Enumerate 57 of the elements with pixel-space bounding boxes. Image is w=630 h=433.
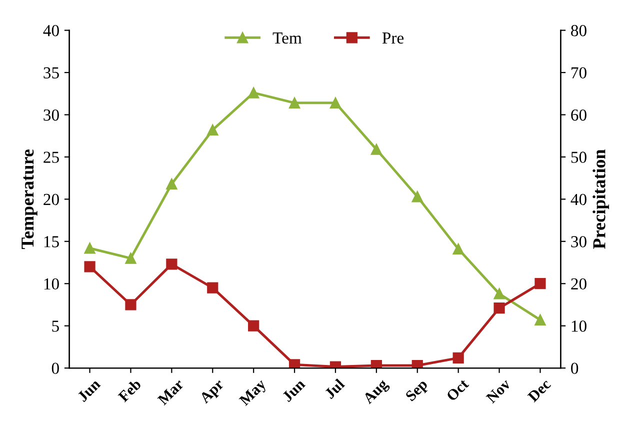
point bbox=[166, 258, 178, 270]
point bbox=[166, 178, 178, 190]
point bbox=[452, 352, 464, 364]
point bbox=[125, 252, 136, 264]
y-tick-label: 30 bbox=[44, 109, 59, 121]
point bbox=[248, 320, 260, 332]
point bbox=[288, 97, 300, 108]
y-tick-label: 5 bbox=[52, 320, 59, 332]
y2-tick-label: 0 bbox=[571, 362, 578, 374]
point bbox=[534, 314, 546, 326]
x-tick-label: Dec bbox=[527, 378, 552, 403]
point bbox=[125, 299, 136, 310]
point bbox=[494, 288, 505, 300]
x-tick-label: Jun bbox=[282, 378, 306, 402]
y2-tick-label: 70 bbox=[572, 67, 586, 78]
point bbox=[534, 278, 546, 290]
x-tick-label: Jul bbox=[324, 378, 346, 400]
x-tick-label: Oct bbox=[446, 378, 470, 402]
y-tick-label: 35 bbox=[44, 67, 59, 78]
point bbox=[84, 261, 96, 272]
point bbox=[288, 359, 300, 368]
y2-axis-title: Precipitation bbox=[592, 149, 610, 249]
point bbox=[494, 302, 505, 314]
y2-tick-label: 30 bbox=[571, 236, 586, 248]
x-tick-label: Jun bbox=[77, 378, 102, 402]
y-axis-title: Temperature bbox=[22, 149, 38, 250]
y-tick-label: 25 bbox=[44, 152, 59, 163]
y-tick-label: 15 bbox=[44, 236, 59, 248]
y2-tick-label: 20 bbox=[571, 278, 586, 290]
x-tick-label: Sep bbox=[404, 378, 430, 404]
y-tick-label: 10 bbox=[44, 278, 59, 290]
point bbox=[330, 97, 342, 108]
x-tick-label: Nov bbox=[486, 378, 512, 404]
point bbox=[84, 242, 96, 254]
point bbox=[412, 360, 423, 368]
x-tick-label: Feb bbox=[117, 378, 142, 403]
y-tick-label: 20 bbox=[44, 194, 59, 206]
x-tick-label: Apr bbox=[198, 378, 227, 406]
point bbox=[412, 191, 423, 202]
y2-tick-label: 60 bbox=[571, 109, 586, 121]
y2-tick-label: 50 bbox=[571, 152, 586, 163]
y2-tick-label: 10 bbox=[572, 320, 586, 332]
point bbox=[452, 243, 464, 255]
y-tick-label: 40 bbox=[43, 25, 59, 36]
x-tick-label: Mar bbox=[157, 378, 184, 406]
point bbox=[207, 124, 218, 136]
point bbox=[207, 282, 218, 294]
legend-label: Tem bbox=[272, 32, 302, 44]
x-tick-label: Aug bbox=[362, 378, 391, 407]
x-tick-label: May bbox=[238, 378, 269, 408]
point bbox=[370, 360, 382, 368]
point bbox=[248, 87, 260, 98]
y-tick-label: 0 bbox=[52, 362, 59, 374]
y2-tick-label: 80 bbox=[571, 25, 586, 36]
legend-label: Pre bbox=[382, 32, 404, 44]
point bbox=[370, 144, 382, 155]
y2-tick-label: 40 bbox=[570, 194, 586, 206]
